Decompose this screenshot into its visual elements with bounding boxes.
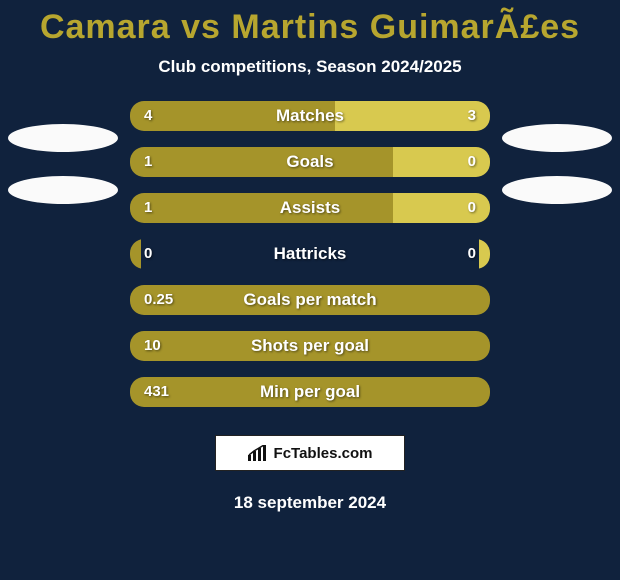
stat-bar (130, 239, 490, 269)
stat-bar (130, 377, 490, 407)
subtitle: Club competitions, Season 2024/2025 (0, 57, 620, 77)
stat-bar-left (130, 377, 490, 407)
stat-bar-left (130, 101, 335, 131)
stat-bar-left (130, 239, 141, 269)
stat-row: Goals10 (130, 147, 490, 177)
stat-row: Goals per match0.25 (130, 285, 490, 315)
stat-bar-right (393, 147, 490, 177)
stat-row: Matches43 (130, 101, 490, 131)
player-portrait-right (502, 176, 612, 204)
stat-bar-left (130, 147, 393, 177)
stat-bar-right (479, 239, 490, 269)
stat-bar (130, 101, 490, 131)
stat-row: Assists10 (130, 193, 490, 223)
date-text: 18 september 2024 (0, 493, 620, 513)
stat-bar-left (130, 331, 490, 361)
page-title: Camara vs Martins GuimarÃ£es (0, 8, 620, 47)
stat-bar (130, 147, 490, 177)
stat-bar (130, 285, 490, 315)
stat-row: Hattricks00 (130, 239, 490, 269)
stat-row: Shots per goal10 (130, 331, 490, 361)
stat-row: Min per goal431 (130, 377, 490, 407)
watermark-badge: FcTables.com (215, 435, 405, 471)
stat-bar-right (335, 101, 490, 131)
chart-icon (248, 445, 268, 461)
stat-bar-right (393, 193, 490, 223)
stat-bar (130, 193, 490, 223)
comparison-card: Camara vs Martins GuimarÃ£es Club compet… (0, 0, 620, 580)
stat-bar (130, 331, 490, 361)
player-portrait-left (8, 176, 118, 204)
stat-bar-left (130, 193, 393, 223)
player-portrait-left (8, 124, 118, 152)
stat-bar-left (130, 285, 490, 315)
watermark-text: FcTables.com (274, 445, 373, 462)
player-portrait-right (502, 124, 612, 152)
